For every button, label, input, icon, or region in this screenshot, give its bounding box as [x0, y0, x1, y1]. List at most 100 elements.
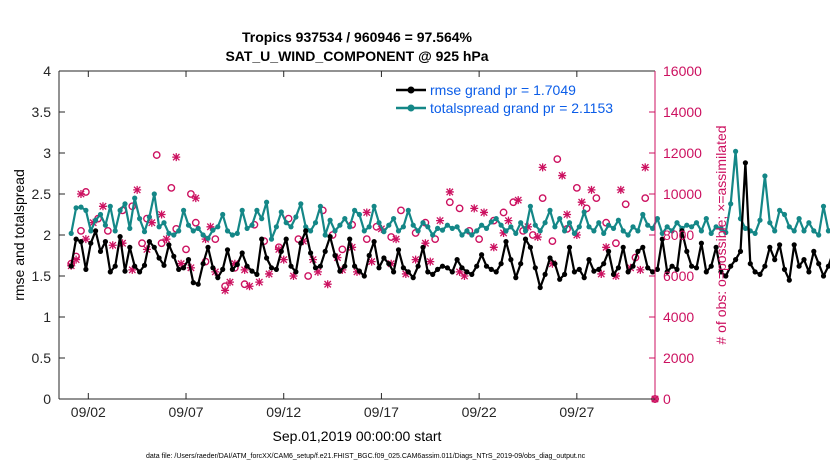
legend-marker-rmse — [407, 86, 415, 94]
rmse-point — [816, 261, 822, 267]
totalspread-point — [796, 216, 802, 222]
rmse-point — [278, 248, 284, 254]
totalspread-point — [483, 225, 490, 231]
rmse-point — [601, 261, 607, 267]
totalspread-point — [425, 224, 431, 230]
rmse-point — [757, 271, 763, 277]
rmse-point — [786, 277, 792, 283]
totalspread-point — [449, 225, 455, 231]
totalspread-point — [469, 232, 475, 238]
obs-assimilated-marker — [221, 286, 230, 295]
totalspread-point — [337, 222, 343, 228]
rmse-point — [102, 239, 108, 245]
obs-assimilated-marker — [455, 267, 464, 276]
totalspread-point — [317, 203, 323, 209]
rmse-point — [308, 250, 314, 256]
rmse-point — [151, 244, 157, 250]
x-tick-label: 09/07 — [168, 404, 203, 420]
rmse-point — [137, 269, 143, 275]
obs-possible-marker — [499, 208, 508, 217]
rmse-point — [581, 275, 587, 281]
totalspread-point — [303, 224, 309, 230]
rmse-point — [97, 248, 104, 254]
obs-possible-marker — [77, 226, 85, 235]
totalspread-point — [78, 204, 84, 210]
totalspread-point — [650, 225, 656, 231]
obs-assimilated-marker — [563, 210, 572, 219]
totalspread-point — [459, 232, 465, 238]
obs-assimilated-marker — [245, 282, 254, 291]
rmse-point — [498, 261, 504, 267]
totalspread-point — [777, 207, 783, 213]
obs-possible-marker — [362, 235, 371, 244]
totalspread-point — [132, 195, 138, 201]
totalspread-point — [386, 222, 392, 228]
rmse-point — [181, 265, 187, 271]
totalspread-point — [190, 228, 196, 234]
obs-assimilated-marker — [411, 255, 420, 264]
obs-assimilated-glyph — [289, 272, 298, 280]
obs-assimilated-marker — [279, 255, 288, 264]
rmse-point — [620, 244, 626, 250]
rmse-point — [205, 244, 211, 250]
totalspread-point — [596, 220, 602, 226]
totalspread-point — [107, 203, 113, 209]
rmse-point — [625, 269, 631, 275]
obs-assimilated-glyph — [76, 190, 85, 198]
totalspread-point — [733, 148, 739, 154]
rmse-point — [796, 263, 802, 269]
totalspread-point — [518, 220, 524, 226]
rmse-point — [552, 261, 558, 267]
rmse-point — [562, 271, 568, 277]
rmse-point — [513, 275, 519, 281]
obs-assimilated-marker — [147, 218, 156, 227]
obs-assimilated-marker — [470, 204, 479, 213]
totalspread-point — [601, 230, 607, 236]
totalspread-point — [141, 229, 148, 235]
totalspread-point — [395, 228, 402, 234]
rmse-point — [518, 261, 524, 267]
obs-possible-marker — [553, 155, 562, 164]
obs-assimilated-marker — [523, 222, 532, 231]
obs-assimilated-marker — [587, 185, 596, 194]
totalspread-point — [576, 224, 582, 230]
totalspread-point — [464, 228, 470, 234]
rmse-point — [728, 263, 734, 269]
totalspread-point — [83, 207, 89, 213]
x-axis-label: Sep.01,2019 00:00:00 start — [273, 428, 442, 444]
totalspread-point — [772, 228, 778, 234]
totalspread-point — [698, 228, 705, 234]
rmse-point — [327, 234, 333, 240]
obs-possible-marker — [138, 239, 146, 248]
totalspread-point — [503, 228, 509, 234]
totalspread-point — [205, 235, 211, 241]
obs-assimilated-glyph — [533, 233, 542, 242]
rmse-point — [337, 268, 343, 274]
rmse-point — [586, 257, 592, 263]
totalspread-point — [581, 209, 587, 215]
rmse-point — [557, 276, 563, 282]
obs-possible-marker — [397, 206, 405, 215]
totalspread-point — [825, 228, 830, 234]
obs-assimilated-glyph — [538, 163, 547, 172]
totalspread-point — [112, 228, 118, 234]
obs-assimilated-marker — [367, 257, 376, 266]
totalspread-point — [689, 224, 695, 230]
rmse-point — [161, 262, 167, 268]
totalspread-point — [664, 224, 670, 230]
y-tick-label: 2.5 — [32, 186, 52, 202]
obs-assimilated-glyph — [421, 239, 430, 248]
rmse-point — [464, 269, 470, 275]
obs-assimilated-glyph — [313, 267, 322, 276]
obs-assimilated-glyph — [191, 194, 200, 203]
obs-possible-marker — [304, 272, 313, 280]
totalspread-point — [400, 224, 406, 230]
totalspread-point — [166, 230, 172, 236]
obs-assimilated-marker — [616, 185, 625, 194]
totalspread-point — [645, 222, 651, 228]
obs-assimilated-glyph — [504, 216, 513, 225]
obs-assimilated-marker — [401, 269, 410, 278]
totalspread-point — [811, 228, 817, 234]
totalspread-point — [215, 224, 221, 230]
obs-assimilated-glyph — [147, 218, 156, 227]
